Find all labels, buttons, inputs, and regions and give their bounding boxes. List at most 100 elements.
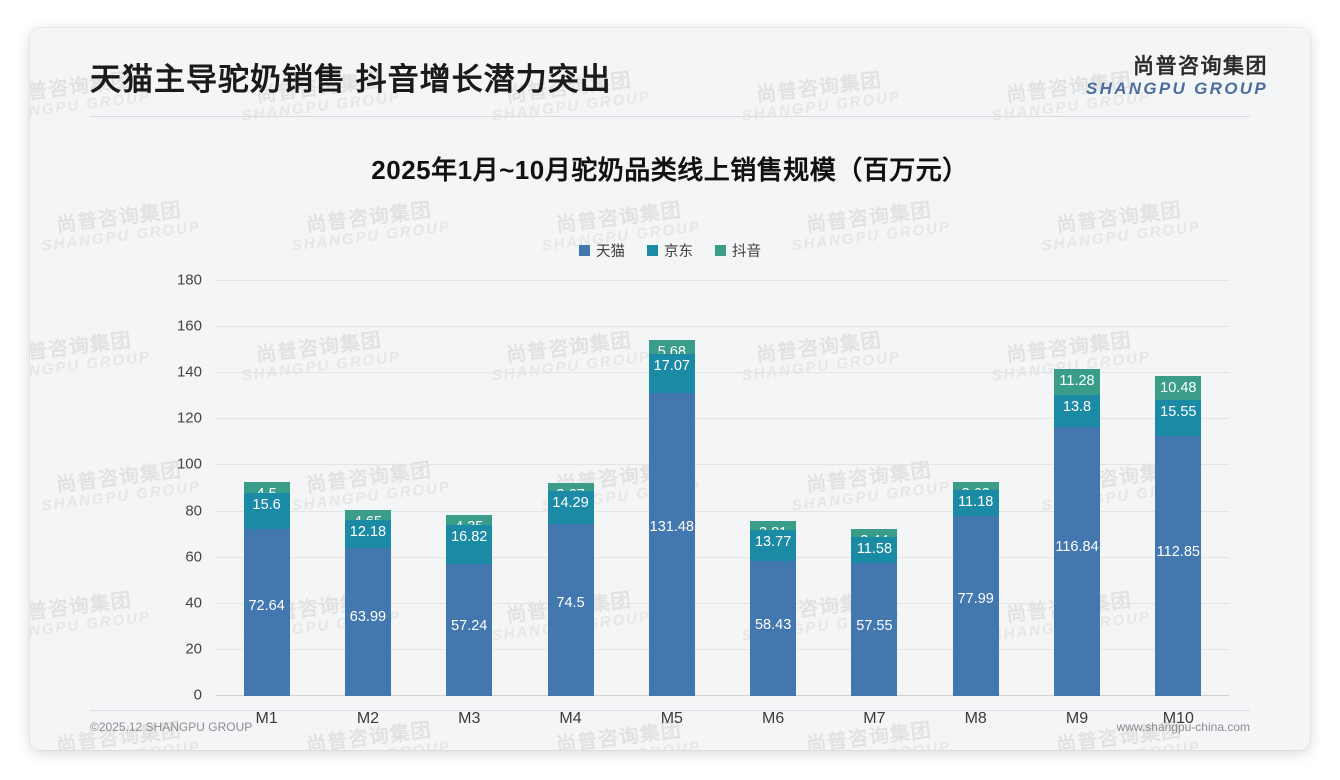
bar-value-label: 11.28 bbox=[1059, 372, 1095, 389]
bar-segment-天猫[interactable]: 63.99 bbox=[344, 548, 391, 696]
bar-column[interactable]: 10.48 15.55 112.85 M10 bbox=[1128, 281, 1229, 727]
y-axis-tick-label: 40 bbox=[185, 594, 202, 612]
bar-segment-抖音[interactable]: 4.35 bbox=[446, 515, 493, 534]
stacked-bar[interactable]: 11.28 13.8 116.84 bbox=[1054, 368, 1101, 696]
bar-value-label: 116.84 bbox=[1055, 538, 1099, 555]
bar-segment-抖音[interactable]: 11.28 bbox=[1054, 368, 1101, 395]
stacked-bar[interactable]: 10.48 15.55 112.85 bbox=[1155, 375, 1202, 696]
bar-segment-京东[interactable]: 15.6 bbox=[243, 492, 290, 529]
page-title: 天猫主导驼奶销售 抖音增长潜力突出 bbox=[90, 62, 612, 97]
gridline: 60 bbox=[185, 548, 1229, 565]
legend-item-1[interactable]: 天猫 bbox=[579, 240, 625, 261]
bar-segment-天猫[interactable]: 131.48 bbox=[648, 392, 695, 696]
bar-segment-京东[interactable]: 17.07 bbox=[648, 353, 695, 393]
x-axis-tick-label: M7 bbox=[863, 710, 886, 727]
bar-value-label: 16.82 bbox=[451, 529, 488, 546]
header-divider bbox=[90, 116, 1250, 117]
bar-value-label: 11.58 bbox=[856, 540, 893, 557]
bar-segment-天猫[interactable]: 58.43 bbox=[750, 561, 797, 696]
bar-segment-天猫[interactable]: 74.5 bbox=[547, 524, 594, 696]
legend-item-2[interactable]: 京东 bbox=[647, 240, 693, 261]
bar-value-label: 13.77 bbox=[754, 533, 792, 550]
bar-segment-天猫[interactable]: 57.24 bbox=[446, 564, 493, 696]
stacked-bar[interactable]: 3.4411.58 57.55 bbox=[851, 528, 898, 696]
bar-column[interactable]: 4.3516.82 57.24 M3 bbox=[419, 281, 520, 727]
bar-value-label: 58.43 bbox=[754, 616, 792, 633]
bar-segment-京东[interactable]: 16.82 bbox=[446, 525, 493, 565]
bar-value-label: 10.48 bbox=[1160, 379, 1197, 396]
legend-label: 天猫 bbox=[596, 244, 625, 260]
bar-value-label: 14.29 bbox=[552, 495, 589, 512]
bar-segment-天猫[interactable]: 112.85 bbox=[1155, 435, 1202, 696]
logo-english-text: SHANGPU GROUP bbox=[1086, 78, 1268, 98]
x-axis-tick-label: M2 bbox=[356, 710, 380, 727]
bar-group: 4.515.6 72.64 M1 4.6512.18 63.99 M2 4.3516.82 5… bbox=[216, 281, 1229, 727]
bar-segment-抖音[interactable]: 3.81 bbox=[750, 520, 797, 540]
bar-segment-抖音[interactable]: 3.67 bbox=[547, 482, 594, 502]
legend-swatch-icon bbox=[715, 245, 726, 256]
gridline: 80 bbox=[185, 502, 1229, 519]
bar-segment-天猫[interactable]: 57.55 bbox=[851, 563, 898, 696]
bar-value-label: 15.6 bbox=[252, 496, 281, 513]
bar-segment-天猫[interactable]: 77.99 bbox=[952, 516, 999, 696]
bar-segment-抖音[interactable]: 3.63 bbox=[952, 482, 999, 501]
bar-segment-天猫[interactable]: 72.64 bbox=[243, 528, 290, 696]
stacked-bar[interactable]: 4.3516.82 57.24 bbox=[446, 515, 493, 696]
bar-column[interactable]: 3.6714.29 74.5 M4 bbox=[520, 281, 621, 727]
bar-segment-抖音[interactable]: 5.68 bbox=[648, 340, 695, 360]
bar-segment-抖音[interactable]: 10.48 bbox=[1155, 375, 1202, 400]
gridline: 40 bbox=[185, 594, 1229, 611]
x-axis-tick-label: M5 bbox=[660, 710, 683, 727]
bar-segment-京东[interactable]: 11.58 bbox=[851, 536, 898, 564]
y-axis-tick-label: 180 bbox=[176, 271, 202, 289]
y-axis-tick-label: 140 bbox=[176, 363, 202, 381]
bar-value-label: 13.8 bbox=[1062, 398, 1092, 415]
bar-column[interactable]: 4.515.6 72.64 M1 bbox=[216, 281, 317, 727]
bar-column[interactable]: 3.4411.58 57.55 M7 bbox=[824, 281, 925, 727]
slide-footer: ©2025.12 SHANGPU GROUP www.shangpu-china… bbox=[30, 710, 1310, 750]
legend-item-3[interactable]: 抖音 bbox=[715, 240, 761, 261]
bar-segment-天猫[interactable]: 116.84 bbox=[1054, 426, 1101, 696]
stacked-bar[interactable]: 3.8113.77 58.43 bbox=[750, 520, 797, 696]
bar-value-label: 57.55 bbox=[856, 618, 893, 635]
bar-column[interactable]: 11.28 13.8 116.84 M9 bbox=[1026, 281, 1127, 727]
bar-segment-京东[interactable]: 15.55 bbox=[1155, 399, 1202, 436]
stacked-bar[interactable]: 5.68 17.07 131.48 bbox=[648, 340, 695, 696]
bar-segment-抖音[interactable]: 3.44 bbox=[851, 528, 898, 548]
stacked-bar[interactable]: 3.6311.18 77.99 bbox=[952, 482, 999, 696]
bar-value-label: 57.24 bbox=[451, 618, 488, 635]
x-axis-tick-label: M10 bbox=[1162, 710, 1194, 727]
x-axis-tick-label: M3 bbox=[458, 710, 481, 727]
bar-segment-京东[interactable]: 11.18 bbox=[952, 490, 999, 517]
footer-website[interactable]: www.shangpu-china.com bbox=[1116, 720, 1250, 734]
bar-column[interactable]: 4.6512.18 63.99 M2 bbox=[317, 281, 418, 727]
gridline: 100 bbox=[177, 456, 1229, 473]
stacked-bar[interactable]: 3.6714.29 74.5 bbox=[547, 482, 594, 696]
bar-value-label: 12.18 bbox=[349, 524, 387, 541]
bar-segment-京东[interactable]: 12.18 bbox=[344, 520, 391, 549]
bar-column[interactable]: 3.8113.77 58.43 M6 bbox=[722, 281, 823, 727]
stacked-bar[interactable]: 4.515.6 72.64 bbox=[243, 482, 290, 696]
bar-column[interactable]: 3.6311.18 77.99 M8 bbox=[925, 281, 1026, 727]
stacked-bar[interactable]: 4.6512.18 63.99 bbox=[344, 509, 391, 696]
bar-segment-京东[interactable]: 14.29 bbox=[547, 491, 594, 525]
bar-segment-抖音[interactable]: 4.5 bbox=[243, 482, 290, 501]
bar-segment-京东[interactable]: 13.8 bbox=[1054, 394, 1101, 427]
bar-segment-抖音[interactable]: 4.65 bbox=[344, 509, 391, 529]
company-logo: 尚普咨询集团 SHANGPU GROUP bbox=[1086, 55, 1268, 98]
legend-label: 京东 bbox=[664, 244, 693, 260]
y-axis-tick-label: 100 bbox=[176, 455, 202, 473]
bar-value-label: 63.99 bbox=[349, 609, 387, 626]
x-axis-tick-label: M9 bbox=[1065, 710, 1089, 727]
gridline: 180 bbox=[177, 272, 1229, 289]
y-axis-tick-label: 80 bbox=[185, 502, 202, 520]
footer-copyright: ©2025.12 SHANGPU GROUP bbox=[90, 720, 253, 734]
y-axis-tick-label: 0 bbox=[193, 686, 202, 704]
bar-value-label: 131.48 bbox=[649, 519, 694, 536]
slide-card: 尚普咨询集团 SHANGPU GROUP 尚普咨询集团 SHANGPU GROUP 尚普… bbox=[30, 28, 1310, 750]
logo-chinese-text: 尚普咨询集团 bbox=[1133, 55, 1268, 78]
bar-column[interactable]: 5.68 17.07 131.48 M5 bbox=[621, 281, 722, 727]
bar-segment-京东[interactable]: 13.77 bbox=[750, 529, 797, 562]
gridline: 140 bbox=[177, 364, 1229, 381]
